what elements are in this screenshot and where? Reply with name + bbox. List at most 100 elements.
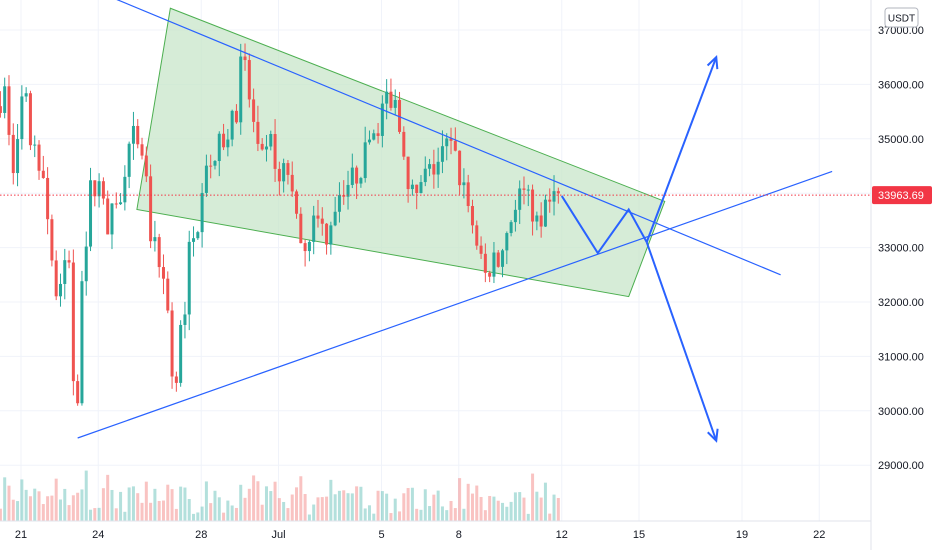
candle-body <box>166 278 170 311</box>
candle-body <box>187 241 191 315</box>
upper-trendline[interactable] <box>77 170 833 439</box>
volume-bar <box>136 493 140 521</box>
volume-bar <box>449 500 453 521</box>
candle-body <box>436 161 440 175</box>
volume-bar <box>320 497 324 521</box>
candle-body <box>157 237 161 268</box>
volume-bar <box>196 512 200 521</box>
volume-bar <box>419 509 423 521</box>
volume-bar <box>46 496 50 521</box>
volume-bar <box>307 514 311 521</box>
volume-bar <box>346 493 350 521</box>
x-tick-label: 24 <box>92 529 104 541</box>
bullish-arrow[interactable] <box>645 56 718 243</box>
candle-body <box>445 138 449 147</box>
candle-body <box>432 164 436 175</box>
volume-bar <box>359 486 363 521</box>
volume-bar <box>41 504 45 521</box>
volume-bar <box>543 482 547 521</box>
candle-body <box>556 191 560 194</box>
candle-body <box>93 180 97 197</box>
volume-bar <box>513 492 517 521</box>
candle-body <box>20 96 24 140</box>
volume-bar <box>501 502 505 521</box>
candle-body <box>260 143 264 150</box>
volume-bar <box>385 493 389 521</box>
candle-body <box>183 314 187 325</box>
candle-body <box>320 218 324 224</box>
candle-body <box>428 164 432 169</box>
volume-bar <box>170 489 174 521</box>
trendline-drawings[interactable] <box>0 0 871 443</box>
candle-body <box>0 106 2 113</box>
volume-bar <box>37 491 41 521</box>
volume-bar <box>247 488 251 521</box>
bearish-arrow-head <box>707 428 719 443</box>
candle-body <box>539 215 543 227</box>
candle-body <box>333 211 337 226</box>
candle-body <box>535 215 539 222</box>
volume-bar <box>144 481 148 521</box>
candle-body <box>312 215 316 242</box>
volume-bar <box>509 501 513 521</box>
volume-bar <box>295 487 299 521</box>
volume-bar <box>200 506 204 521</box>
volume-bar <box>260 504 264 521</box>
candle-body <box>140 144 144 156</box>
candle-body <box>509 222 513 234</box>
candle-body <box>161 267 165 279</box>
candle-body <box>543 199 547 227</box>
candle-body <box>269 134 273 147</box>
volume-bar <box>0 508 2 521</box>
candle-body <box>80 281 84 404</box>
volume-bar <box>518 492 522 521</box>
lower-trendline[interactable] <box>85 0 781 276</box>
volume-bar <box>127 487 131 521</box>
currency-badge[interactable] <box>884 7 919 28</box>
candle-body <box>153 237 157 242</box>
projection-zigzag[interactable] <box>560 195 648 255</box>
bearish-arrow[interactable] <box>645 241 718 442</box>
volume-bar <box>213 490 217 521</box>
candle-body <box>475 225 479 246</box>
volume-bar <box>157 500 161 521</box>
candle-body <box>440 146 444 162</box>
candle-body <box>174 376 178 383</box>
x-tick-label: 15 <box>633 529 645 541</box>
volume-bar <box>89 509 93 521</box>
volume-bar <box>273 481 277 521</box>
candle-body <box>290 174 294 192</box>
volume-bar <box>114 508 118 521</box>
volume-bar <box>217 497 221 521</box>
candle-body <box>256 121 260 144</box>
candle-body <box>505 233 509 251</box>
candle-body <box>518 188 522 210</box>
volume-bar <box>256 481 260 521</box>
volume-bar <box>80 489 84 521</box>
volume-bar <box>63 488 67 521</box>
volume-bar <box>97 507 101 521</box>
volume-bar <box>483 510 487 521</box>
volume-bar <box>76 492 80 521</box>
volume-bar <box>93 508 97 521</box>
candle-body <box>252 99 256 122</box>
x-tick-label: 8 <box>456 529 462 541</box>
y-tick-label: 32000.00 <box>878 297 924 309</box>
candle-body <box>123 176 127 203</box>
candle-body <box>54 260 58 297</box>
volume-bar <box>410 487 414 521</box>
volume-bar <box>505 506 509 521</box>
y-tick-label: 37000.00 <box>878 25 924 37</box>
candle-body <box>179 324 183 383</box>
candle-body <box>316 215 320 219</box>
volume-bar <box>187 499 191 521</box>
candle-body <box>295 191 299 214</box>
candle-body <box>7 86 11 135</box>
bullish-arrow-head <box>706 55 719 70</box>
candle-body <box>299 213 303 244</box>
candle-body <box>372 133 376 140</box>
volume-bar <box>131 486 135 521</box>
